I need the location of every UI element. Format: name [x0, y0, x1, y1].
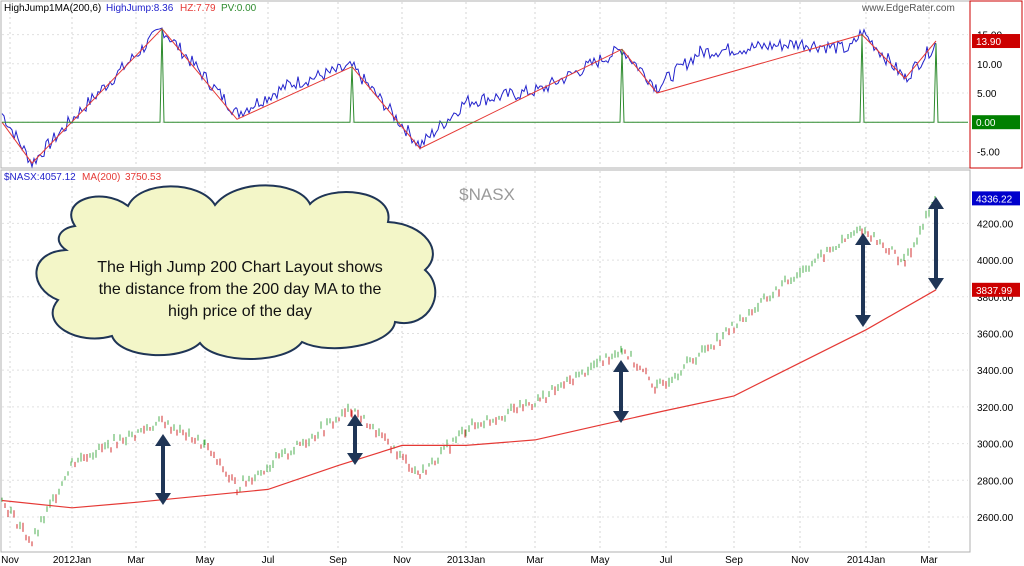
- distance-arrow: [928, 197, 944, 290]
- value-badge-label: 4336.22: [976, 194, 1013, 205]
- x-tick-label: Mar: [920, 555, 938, 566]
- x-tick-label: Sep: [725, 555, 743, 566]
- watermark: www.EdgeRater.com: [861, 3, 955, 14]
- cloud-shape: [35, 184, 437, 360]
- arrow-head-up: [928, 197, 944, 209]
- y-tick-label: 2600.00: [977, 513, 1014, 524]
- arrow-head-down: [613, 411, 629, 423]
- arrow-head-up: [855, 233, 871, 245]
- value-badge-label: 3837.99: [976, 286, 1013, 297]
- callout-line-2: the distance from the 200 day MA to the: [99, 281, 382, 298]
- x-tick-label: 2013Jan: [447, 555, 485, 566]
- top-legend-indicator: HighJump1MA(200,6): [4, 3, 101, 14]
- pv-line: [2, 28, 968, 123]
- chart-title: $NASX: [459, 185, 515, 204]
- hz-line: [1, 28, 937, 164]
- top-y-axis: 15.0010.005.000.00-5.00: [977, 31, 1002, 159]
- value-badge: [972, 282, 1020, 297]
- y-tick-label: 10.00: [977, 60, 1002, 71]
- arrow-head-up: [613, 360, 629, 372]
- highjump-series: [1, 27, 968, 169]
- bottom-legend-symbol: $NASX:4057.12: [4, 172, 76, 183]
- y-tick-label: 4200.00: [977, 219, 1014, 230]
- x-tick-label: Sep: [329, 555, 347, 566]
- distance-arrow: [855, 233, 871, 327]
- ma200-line: [1, 289, 937, 509]
- distance-arrow: [155, 434, 171, 505]
- x-tick-label: 2014Jan: [847, 555, 885, 566]
- x-tick-label: Nov: [1, 555, 19, 566]
- y-tick-label: -5.00: [977, 147, 1000, 158]
- x-tick-label: 2012Jan: [53, 555, 91, 566]
- callout-line-1: The High Jump 200 Chart Layout shows: [97, 259, 382, 276]
- x-tick-label: Mar: [526, 555, 544, 566]
- y-tick-label: 3000.00: [977, 440, 1014, 451]
- distance-arrow: [347, 414, 363, 465]
- arrow-head-down: [347, 453, 363, 465]
- value-badge-label: 0.00: [976, 118, 996, 129]
- x-tick-label: May: [196, 555, 215, 566]
- value-badges: 13.90 0.00 4336.22 3837.99: [972, 34, 1020, 297]
- callout-cloud: The High Jump 200 Chart Layout shows the…: [35, 184, 437, 360]
- bottom-y-axis: 4200.00 4000.00 3800.00 3600.00 3400.00 3200.…: [977, 219, 1014, 524]
- value-badge: [972, 191, 1020, 206]
- ma200-path: [1, 289, 937, 509]
- top-legend-hz: HZ:7.79: [180, 3, 216, 14]
- arrow-head-down: [155, 493, 171, 505]
- y-tick-label: 5.00: [977, 89, 997, 100]
- x-tick-label: Mar: [127, 555, 145, 566]
- x-tick-label: Jul: [660, 555, 673, 566]
- top-panel-frame: [0, 0, 971, 169]
- x-tick-label: May: [591, 555, 610, 566]
- price-bars: [1, 196, 936, 547]
- y-tick-label: 3200.00: [977, 403, 1014, 414]
- arrow-head-down: [855, 315, 871, 327]
- y-tick-label: 4000.00: [977, 256, 1014, 267]
- y-tick-label: 3800.00: [977, 293, 1014, 304]
- arrow-head-down: [928, 278, 944, 290]
- top-grid: [2, 2, 968, 167]
- distance-arrows: [155, 197, 944, 505]
- arrow-head-up: [155, 434, 171, 446]
- highjump-line: [1, 27, 937, 169]
- value-badge-label: 13.90: [976, 37, 1001, 48]
- callout-line-3: high price of the day: [168, 303, 312, 320]
- y-tick-label: 2800.00: [977, 476, 1014, 487]
- x-tick-label: Nov: [791, 555, 809, 566]
- top-legend-pv: PV:0.00: [221, 3, 257, 14]
- top-legend-highjump: HighJump:8.36: [106, 3, 174, 14]
- x-tick-label: Jul: [262, 555, 275, 566]
- y-tick-label: 3600.00: [977, 329, 1014, 340]
- bottom-panel-frame: [0, 169, 971, 553]
- top-axis-frame: [969, 0, 1023, 169]
- y-tick-label: 3400.00: [977, 366, 1014, 377]
- x-axis: Nov 2012Jan Mar May Jul Sep Nov 2013Jan Mar May Ju…: [1, 555, 938, 566]
- value-badge: [972, 34, 1020, 49]
- bottom-legend-ma: MA(200): [82, 172, 120, 183]
- x-tick-label: Nov: [393, 555, 411, 566]
- distance-arrow: [613, 360, 629, 423]
- bottom-legend-ma-value: 3750.53: [125, 172, 162, 183]
- value-badge: [972, 115, 1020, 130]
- arrow-head-up: [347, 414, 363, 426]
